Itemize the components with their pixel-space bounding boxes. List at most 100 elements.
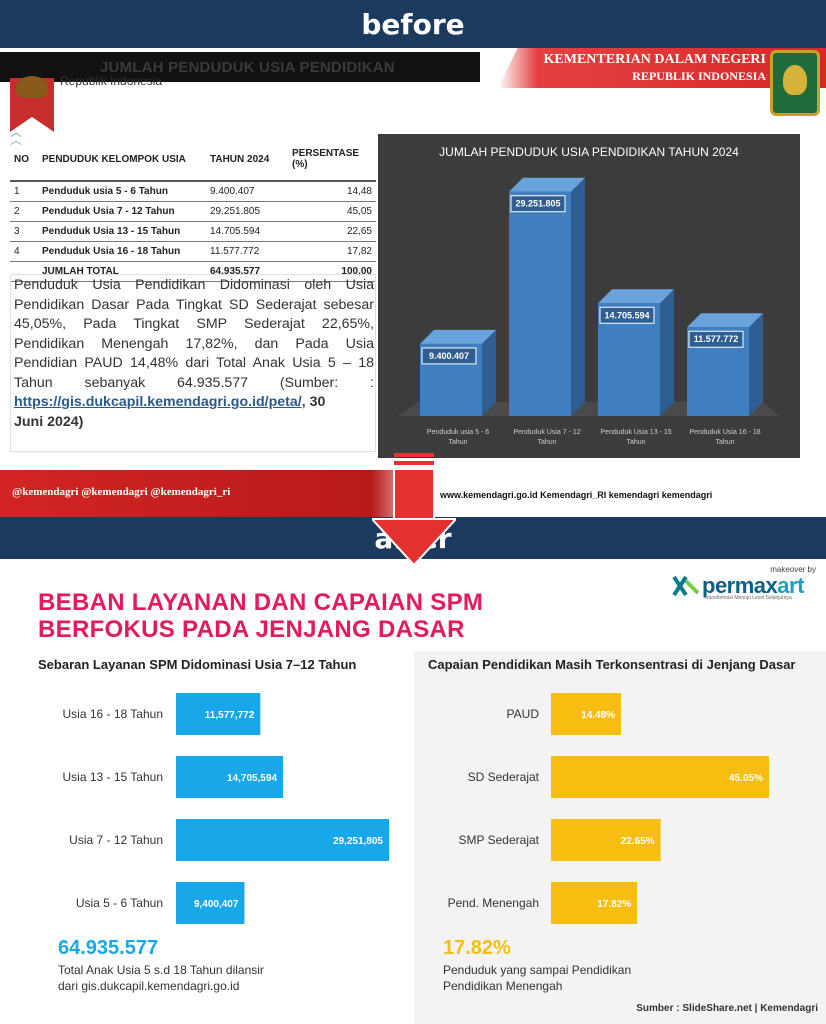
total-children-note-2: dari gis.dukcapil.kemendagri.go.id: [58, 979, 240, 993]
old-bar-value-label: 14.705.594: [604, 310, 649, 320]
old-bar-top: [687, 313, 763, 328]
old-header-title: JUMLAH PENDUDUK USIA PENDIDIKAN: [100, 58, 395, 76]
bar-category-label: PAUD: [507, 707, 540, 721]
row-percent: 22,65: [288, 221, 376, 242]
before-band: before: [0, 0, 826, 48]
old-paragraph: Penduduk Usia Pendidikan Didominasi oleh…: [14, 276, 374, 432]
row-year: 11.577.772: [206, 241, 288, 262]
before-slide: JUMLAH PENDUDUK USIA PENDIDIKAN KEMENTER…: [0, 48, 826, 517]
old-category-label: Penduduk usia 5 - 6: [427, 429, 489, 436]
row-group: Penduduk Usia 7 - 12 Tahun: [38, 201, 206, 222]
old-bar-label-box: [599, 306, 655, 324]
row-no: 1: [10, 181, 38, 202]
old-bar-value-label: 9.400.407: [429, 351, 469, 361]
total-label: JUMLAH TOTAL: [38, 261, 206, 282]
secondary-percent-note-1: Penduduk yang sampai Pendidikan: [443, 963, 632, 977]
secondary-percent-note: Penduduk yang sampai Pendidikan Pendidik…: [443, 962, 631, 994]
row-no: 2: [10, 201, 38, 222]
old-category-label: Penduduk Usia 13 - 15: [600, 429, 671, 436]
bar-value-label: 29,251,805: [333, 836, 383, 847]
old-paragraph-main: Penduduk Usia Pendidikan Didominasi oleh…: [14, 277, 374, 391]
old-chart-floor: [398, 402, 780, 416]
source-link[interactable]: https://gis.dukcapil.kemendagri.go.id/pe…: [14, 394, 306, 410]
bar: [551, 756, 769, 798]
total-children-note-1: Total Anak Usia 5 s.d 18 Tahun dilansir: [58, 963, 264, 977]
main-title: BEBAN LAYANAN DAN CAPAIAN SPM BERFOKUS P…: [38, 589, 483, 643]
old-bar: [509, 191, 571, 416]
bar-value-label: 11,577,772: [205, 710, 255, 721]
ministry-line-2: REPUBLIK INDONESIA: [632, 69, 766, 83]
row-percent: 17,82: [288, 241, 376, 262]
down-arrow-icon: [372, 453, 456, 567]
old-bar-side: [660, 289, 674, 416]
old-chart-svg: JUMLAH PENDUDUK USIA PENDIDIKAN TAHUN 20…: [398, 145, 780, 446]
total-children-note: Total Anak Usia 5 s.d 18 Tahun dilansir …: [58, 962, 264, 994]
table-row: 3 Penduduk Usia 13 - 15 Tahun 14.705.594…: [10, 221, 376, 242]
after-slide: BEBAN LAYANAN DAN CAPAIAN SPM BERFOKUS P…: [0, 559, 826, 1024]
bar: [176, 693, 261, 735]
ministry-seal-icon: [770, 50, 820, 116]
secondary-percent-number: 17.82%: [443, 937, 511, 959]
old-data-table: NO PENDUDUK KELOMPOK USIA TAHUN 2024 PER…: [10, 138, 376, 282]
total-children-number: 64.935.577: [58, 937, 159, 959]
bar-category-label: Usia 5 - 6 Tahun: [76, 896, 163, 910]
old-bar-label-box: [688, 330, 744, 348]
col-no: NO: [10, 138, 38, 182]
old-bar-top: [598, 289, 674, 304]
social-handles-right: www.kemendagri.go.id Kemendagri_RI kemen…: [440, 490, 713, 500]
bar-category-label: Usia 7 - 12 Tahun: [69, 833, 163, 847]
col-year: TAHUN 2024: [206, 138, 288, 182]
old-chart-title: JUMLAH PENDUDUK USIA PENDIDIKAN TAHUN 20…: [439, 145, 739, 159]
before-label: before: [361, 7, 465, 41]
source-credit: Sumber : SlideShare.net | Kemendagri: [636, 1003, 818, 1014]
row-group: Penduduk usia 5 - 6 Tahun: [38, 181, 206, 202]
main-title-line-2: BERFOKUS PADA JENJANG DASAR: [38, 616, 465, 643]
old-category-label: Penduduk Usia 7 - 12: [513, 429, 580, 436]
row-percent: 14,48: [288, 181, 376, 202]
table-row: 4 Penduduk Usia 16 - 18 Tahun 11.577.772…: [10, 241, 376, 262]
row-group: Penduduk Usia 16 - 18 Tahun: [38, 241, 206, 262]
source-date-b: Juni 2024): [14, 413, 84, 430]
right-subtitle: Capaian Pendidikan Masih Terkonsentrasi …: [428, 657, 796, 672]
old-text-frame: [10, 274, 376, 452]
logo-x-icon: [672, 575, 700, 597]
old-category-label-2: Tahun: [448, 439, 467, 446]
bar-value-label: 14,705,594: [227, 773, 277, 784]
ministry-line-1: KEMENTERIAN DALAM NEGERI: [543, 52, 766, 67]
bar-category-label: Usia 16 - 18 Tahun: [62, 707, 163, 721]
social-handles-left: @kemendagri @kemendagri @kemendagri_ri: [12, 486, 231, 498]
table-total-row: JUMLAH TOTAL 64.935.577 100,00: [10, 261, 376, 282]
col-group: PENDUDUK KELOMPOK USIA: [38, 138, 206, 182]
logo-makeover-text: makeover by: [770, 565, 816, 574]
bar: [176, 882, 245, 924]
col-percent: PERSENTASE (%): [288, 138, 376, 182]
old-bar-side: [749, 313, 763, 416]
old-category-label: Penduduk Usia 16 - 18: [689, 429, 760, 436]
total-no: [10, 261, 38, 282]
total-percent: 100,00: [288, 261, 376, 282]
old-bar-side: [482, 329, 496, 416]
bar-category-label: SD Sederajat: [468, 770, 540, 784]
logo-name-a: permax: [702, 573, 778, 598]
table-row: 1 Penduduk usia 5 - 6 Tahun 9.400.407 14…: [10, 181, 376, 202]
bar-value-label: 17.82%: [597, 899, 631, 910]
logo-name-b: art: [777, 573, 804, 598]
row-year: 14.705.594: [206, 221, 288, 242]
old-bar-side: [571, 177, 585, 416]
bar: [176, 819, 389, 861]
old-category-label-2: Tahun: [715, 439, 734, 446]
bar: [551, 693, 622, 735]
old-bar-chart: JUMLAH PENDUDUK USIA PENDIDIKAN TAHUN 20…: [378, 134, 800, 458]
ministry-name: KEMENTERIAN DALAM NEGERI REPUBLIK INDONE…: [544, 52, 766, 84]
secondary-percent-note-2: Pendidikan Menengah: [443, 979, 563, 993]
row-year: 9.400.407: [206, 181, 288, 202]
old-category-label-2: Tahun: [537, 439, 556, 446]
permaxart-logo: makeover by permaxart Transformasi Menuj…: [666, 565, 816, 601]
row-percent: 45,05: [288, 201, 376, 222]
education-bar-chart: PAUD 14.48% SD Sederajat 45.05% SMP Sederaja…: [448, 693, 769, 924]
bar-category-label: Usia 13 - 15 Tahun: [62, 770, 163, 784]
bar-value-label: 9,400,407: [194, 899, 239, 910]
bar: [551, 882, 638, 924]
old-bar-value-label: 11.577.772: [694, 334, 739, 344]
